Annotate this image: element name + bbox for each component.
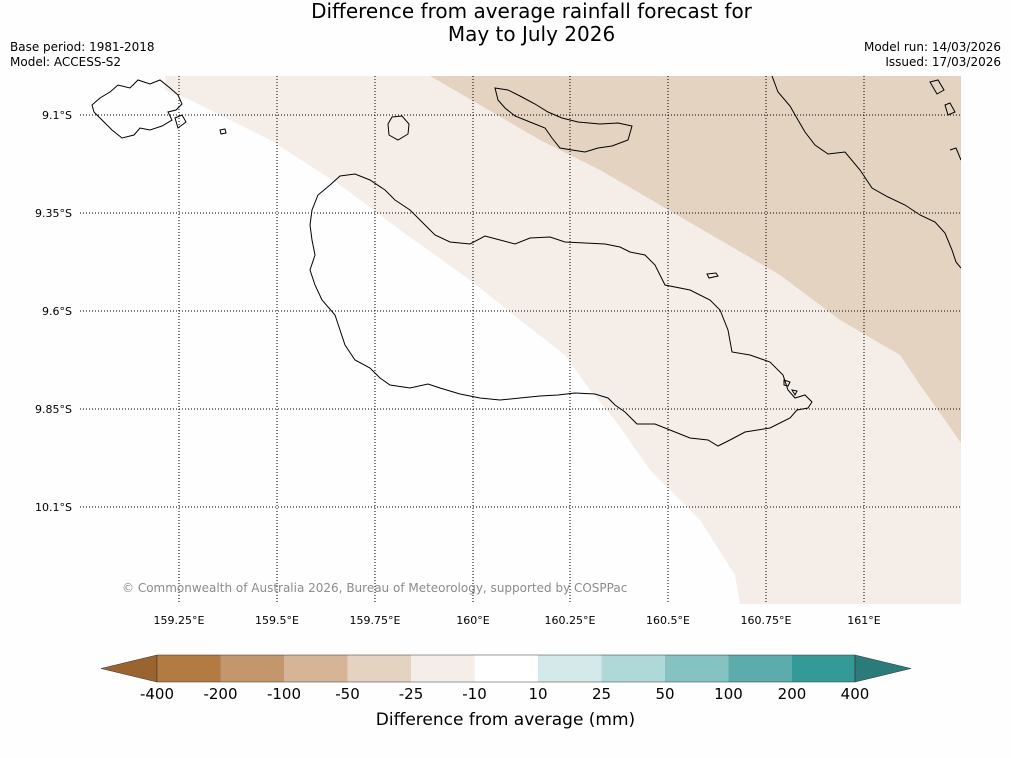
colorbar-outline bbox=[156, 654, 856, 683]
model-text: Model: ACCESS-S2 bbox=[10, 55, 122, 69]
lon-label: 160°E bbox=[456, 614, 489, 627]
coast-small-islets-east bbox=[783, 379, 798, 397]
lat-label: 9.1°S bbox=[42, 109, 72, 122]
colorbar-swatch bbox=[220, 655, 284, 682]
colorbar-tick: -100 bbox=[267, 685, 301, 703]
lat-label: 9.35°S bbox=[35, 207, 72, 220]
colorbar-tick: -50 bbox=[335, 685, 360, 703]
colorbar-swatch bbox=[284, 655, 348, 682]
colorbar-right-extension bbox=[854, 654, 912, 683]
lat-label: 10.1°S bbox=[35, 501, 72, 514]
issued-text: Issued: 17/03/2026 bbox=[885, 55, 1001, 69]
coast-north-central bbox=[494, 87, 633, 153]
base-period-info: Base period: 1981-2018 Model: ACCESS-S2 bbox=[10, 40, 155, 70]
colorbar-swatch bbox=[474, 655, 538, 682]
model-run-info: Model run: 14/03/2026 Issued: 17/03/2026 bbox=[864, 40, 1001, 70]
base-period-text: Base period: 1981-2018 bbox=[10, 40, 155, 54]
colorbar-swatch bbox=[347, 655, 411, 682]
coast-northeast bbox=[771, 76, 961, 269]
colorbar-tick: -200 bbox=[203, 685, 237, 703]
lon-labels: 159.25°E 159.5°E 159.75°E 160°E 160.25°E… bbox=[154, 614, 881, 627]
colorbar-tick: -400 bbox=[140, 685, 174, 703]
lat-label: 9.6°S bbox=[42, 305, 72, 318]
coast-islet-east bbox=[706, 272, 719, 279]
colorbar-swatch bbox=[601, 655, 665, 682]
colorbar-swatch bbox=[728, 655, 792, 682]
model-run-text: Model run: 14/03/2026 bbox=[863, 40, 1001, 54]
colorbar-tick: 200 bbox=[778, 685, 807, 703]
title-line-2: May to July 2026 bbox=[447, 22, 616, 46]
lon-label: 160.25°E bbox=[545, 614, 596, 627]
colorbar-swatch bbox=[665, 655, 729, 682]
lon-label: 161°E bbox=[847, 614, 880, 627]
colorbar-tick: 25 bbox=[592, 685, 611, 703]
colorbar-left-extension bbox=[100, 654, 158, 683]
lon-label: 160.5°E bbox=[646, 614, 690, 627]
coast-island-main bbox=[309, 173, 813, 447]
coast-northwest bbox=[91, 79, 187, 139]
colorbar-swatch bbox=[792, 655, 855, 682]
map-title: Difference from average rainfall forecas… bbox=[0, 0, 1011, 46]
colorbar-swatch bbox=[538, 655, 602, 682]
lat-label: 9.85°S bbox=[35, 403, 72, 416]
lon-label: 160.75°E bbox=[741, 614, 792, 627]
colorbar-tick: -25 bbox=[399, 685, 424, 703]
coast-islet-west bbox=[387, 115, 410, 141]
lon-label: 159.25°E bbox=[154, 614, 205, 627]
colorbar-tick: -10 bbox=[462, 685, 487, 703]
lon-label: 159.75°E bbox=[350, 614, 401, 627]
title-line-1: Difference from average rainfall forecas… bbox=[311, 0, 752, 23]
colorbar-tick: 50 bbox=[655, 685, 674, 703]
coast-islet-north bbox=[219, 128, 227, 135]
colorbar-tick: 10 bbox=[528, 685, 547, 703]
colorbar-tick: 100 bbox=[714, 685, 743, 703]
copyright-notice: © Commonwealth of Australia 2026, Bureau… bbox=[122, 581, 628, 595]
colorbar-label: Difference from average (mm) bbox=[375, 710, 636, 730]
coastlines bbox=[91, 76, 961, 447]
rainfall-map: 9.1°S 9.35°S 9.6°S 9.85°S 10.1°S 159.25°… bbox=[35, 76, 961, 627]
colorbar-swatch bbox=[411, 655, 475, 682]
coast-northeast-islands bbox=[929, 79, 961, 161]
colorbar: -400 -200 -100 -50 -25 -10 10 25 50 100 … bbox=[100, 654, 912, 703]
colorbar-swatch bbox=[157, 655, 221, 682]
lat-labels: 9.1°S 9.35°S 9.6°S 9.85°S 10.1°S bbox=[35, 109, 72, 514]
colorbar-tick: 400 bbox=[841, 685, 870, 703]
band-minus-25-to-minus-50 bbox=[430, 76, 961, 443]
graticule bbox=[80, 76, 961, 604]
lon-label: 159.5°E bbox=[255, 614, 299, 627]
